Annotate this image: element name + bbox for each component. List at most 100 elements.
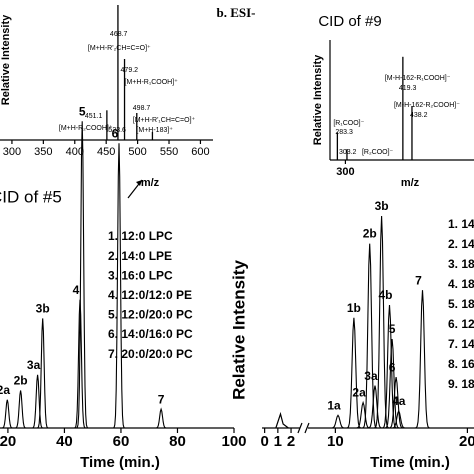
x-axis-label: m/z — [141, 177, 160, 189]
legend-item: 6. 14:0/16:0 PC — [108, 327, 193, 341]
callout: CID of #5 — [0, 187, 62, 206]
peak — [367, 385, 383, 429]
peak — [382, 304, 397, 429]
peak — [330, 414, 346, 429]
legend-item: 1. 14 — [448, 217, 474, 231]
x-tick-label: 300 — [336, 166, 354, 178]
mz-label: 303.2 — [339, 149, 357, 156]
x-tick-label: 1 — [274, 433, 282, 450]
x-tick-label: 550 — [160, 146, 178, 158]
legend-item: 4. 18 — [448, 277, 474, 291]
peak — [346, 317, 362, 429]
peak-label: 3a — [364, 369, 378, 383]
peak-label: 1b — [347, 301, 361, 315]
peak-label: 3b — [36, 302, 50, 316]
axis-break — [297, 422, 310, 434]
legend-item: 5. 18 — [448, 297, 474, 311]
x-axis-label: Time (min.) — [370, 454, 450, 471]
x-tick-label: 60 — [113, 433, 130, 450]
ion-label: [R₂COO]⁻ — [362, 149, 394, 156]
y-axis-label: Relative Intensity — [312, 54, 324, 145]
x-axis-label: Time (min.) — [80, 454, 160, 471]
legend-item: 3. 16:0 LPC — [108, 268, 173, 282]
peak-label: 3a — [27, 358, 41, 372]
peak-label: 2b — [14, 374, 28, 388]
peak — [14, 390, 27, 429]
peak — [113, 143, 125, 429]
peak — [31, 374, 44, 429]
peak-label: 2b — [363, 227, 377, 241]
peak-label: 4a — [392, 394, 406, 408]
peak — [362, 243, 378, 429]
mz-label: 283.3 — [335, 129, 353, 136]
x-tick-label: 20 — [459, 433, 474, 450]
x-tick-label: 100 — [221, 433, 246, 450]
mz-label: 523.6 — [108, 127, 126, 134]
peak-label: 1a — [327, 398, 341, 412]
legend-item: 6. 12 — [448, 317, 474, 331]
legend-item: 5. 12:0/20:0 PC — [108, 308, 193, 322]
peak-label: 3b — [375, 199, 389, 213]
peak-label: 7 — [158, 392, 165, 406]
legend-item: 2. 14:0 LPE — [108, 249, 172, 263]
callout-arrow-head — [136, 180, 142, 186]
legend-item: 9. 18 — [448, 377, 474, 391]
ion-label: [M+H-R'₁CH=C=O]⁺ — [133, 117, 196, 124]
peak — [374, 215, 390, 429]
peak — [384, 338, 400, 429]
mz-label: 438.2 — [410, 112, 428, 119]
peak — [388, 377, 404, 429]
ion-label: [M+H-R'₂CH=C=O]⁺ — [88, 45, 151, 52]
peak-label: 6 — [389, 360, 396, 374]
x-tick-label: 20 — [0, 433, 16, 450]
mz-label: 479.2 — [121, 67, 139, 74]
ion-label: [R₁COO]⁻ — [333, 120, 364, 127]
peak — [36, 318, 49, 429]
peak-label: 4 — [73, 283, 80, 297]
x-tick-label: 2 — [287, 433, 295, 450]
x-tick-label: 500 — [128, 146, 146, 158]
legend-item: 2. 14 — [448, 237, 474, 251]
ion-label: [M+H-R₁COOH]⁺ — [125, 79, 179, 86]
y-axis-label: Relative Intensity — [0, 14, 12, 105]
peak — [391, 409, 406, 429]
x-tick-label: 10 — [327, 433, 344, 450]
x-tick-label: 80 — [169, 433, 186, 450]
axis-break-gap — [299, 423, 308, 433]
peak-label: 2a — [352, 386, 366, 400]
peak — [1, 399, 13, 429]
x-tick-label: 450 — [97, 146, 115, 158]
early-spike — [275, 411, 289, 429]
mz-label: 451.1 — [85, 113, 103, 120]
legend-item: 7. 14 — [448, 337, 474, 351]
x-tick-label: 0 — [260, 433, 268, 450]
peak-label: 7 — [415, 273, 422, 287]
legend-item: 7. 20:0/20:0 PC — [108, 347, 193, 361]
legend-item: 4. 12:0/12:0 PE — [108, 288, 192, 302]
peak-label: 5 — [79, 104, 86, 118]
ion-label: [M-H-162-R₁COOH]⁻ — [385, 75, 451, 82]
peak — [415, 290, 430, 429]
x-tick-label: 400 — [66, 146, 84, 158]
x-axis-label: m/z — [401, 177, 420, 189]
y-axis-label: Relative Intensity — [229, 260, 248, 400]
peak — [155, 407, 167, 429]
peak — [355, 400, 371, 429]
peak-label: 5 — [389, 322, 396, 336]
x-tick-label: 350 — [34, 146, 52, 158]
mz-label: 419.3 — [399, 85, 417, 92]
ion-label: [M+H-R₂COOH]⁺ — [59, 125, 113, 132]
mz-label: 498.7 — [133, 105, 151, 112]
legend-item: 3. 18 — [448, 257, 474, 271]
x-tick-label: 40 — [56, 433, 73, 450]
x-tick-label: 300 — [3, 146, 21, 158]
legend-item: 1. 12:0 LPC — [108, 229, 173, 243]
inset-title: CID of #9 — [318, 13, 381, 30]
peak — [76, 121, 89, 429]
ion-label: [M-H-162-R₂COOH]⁻ — [394, 102, 460, 109]
mz-label: 468.7 — [110, 31, 128, 38]
peak-label: 4b — [378, 288, 392, 302]
ion-label: [M+H-183]⁺ — [136, 127, 173, 134]
peak-label: 6 — [112, 126, 119, 140]
